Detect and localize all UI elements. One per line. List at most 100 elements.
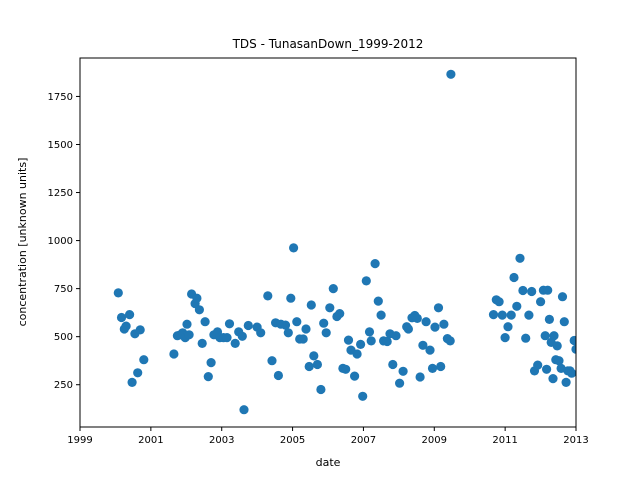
data-point bbox=[521, 333, 531, 343]
y-tick-label: 1250 bbox=[48, 188, 73, 199]
data-point bbox=[237, 331, 247, 341]
data-point bbox=[388, 359, 398, 370]
data-point bbox=[182, 319, 192, 329]
data-point bbox=[488, 310, 499, 320]
data-point bbox=[304, 361, 314, 372]
data-point bbox=[364, 327, 375, 337]
data-point bbox=[267, 356, 277, 366]
data-point bbox=[139, 355, 149, 365]
data-point bbox=[403, 324, 413, 334]
data-point bbox=[542, 364, 552, 374]
data-points bbox=[113, 69, 576, 415]
data-point bbox=[540, 331, 550, 341]
data-point bbox=[370, 259, 380, 269]
data-point bbox=[286, 293, 296, 303]
data-point bbox=[561, 377, 571, 387]
data-point bbox=[133, 368, 143, 378]
x-tick-label: 1999 bbox=[67, 435, 92, 446]
data-point bbox=[116, 312, 127, 323]
data-point bbox=[430, 322, 440, 332]
data-point bbox=[321, 328, 331, 338]
y-tick-label: 1500 bbox=[48, 140, 73, 151]
x-tick-label: 2005 bbox=[280, 435, 305, 446]
x-axis: 1999 2001 2003 2005 2007 2009 2011 2013 bbox=[67, 427, 589, 446]
data-point bbox=[427, 363, 438, 373]
data-point bbox=[361, 276, 371, 286]
data-point bbox=[121, 321, 131, 331]
data-point bbox=[224, 319, 235, 329]
data-point bbox=[283, 328, 293, 338]
data-point bbox=[524, 310, 534, 320]
data-point bbox=[343, 335, 354, 345]
data-point bbox=[512, 301, 522, 311]
y-tick-label: 500 bbox=[54, 332, 73, 343]
data-point bbox=[239, 405, 249, 415]
data-point bbox=[536, 297, 546, 307]
x-tick-label: 2011 bbox=[492, 435, 517, 446]
data-point bbox=[113, 288, 123, 298]
data-point bbox=[398, 366, 408, 376]
data-point bbox=[312, 359, 322, 370]
plot-frame bbox=[79, 57, 577, 428]
data-point bbox=[506, 310, 516, 320]
x-tick-label: 2003 bbox=[209, 435, 234, 446]
x-tick-label: 2013 bbox=[563, 435, 588, 446]
data-point bbox=[316, 384, 326, 395]
data-point bbox=[289, 243, 299, 253]
data-point bbox=[335, 309, 345, 319]
data-point bbox=[341, 364, 351, 374]
data-point bbox=[395, 378, 405, 388]
y-tick-label: 750 bbox=[54, 284, 73, 295]
y-tick-label: 1750 bbox=[48, 92, 73, 103]
data-point bbox=[412, 313, 422, 323]
data-point bbox=[549, 331, 559, 341]
data-point bbox=[206, 358, 216, 368]
data-point bbox=[192, 293, 202, 303]
data-point bbox=[135, 325, 145, 335]
data-point bbox=[222, 333, 232, 343]
data-point bbox=[559, 317, 569, 327]
data-point bbox=[503, 322, 513, 332]
data-point bbox=[301, 324, 311, 334]
data-point bbox=[350, 371, 360, 381]
data-point bbox=[433, 303, 444, 313]
data-point bbox=[203, 372, 213, 382]
data-point bbox=[543, 285, 553, 295]
data-point bbox=[356, 339, 366, 349]
data-point bbox=[319, 318, 329, 328]
data-point bbox=[325, 303, 335, 313]
data-point bbox=[197, 338, 207, 348]
data-point bbox=[328, 284, 338, 294]
data-point bbox=[306, 300, 316, 310]
data-point bbox=[352, 349, 362, 359]
data-point bbox=[518, 285, 528, 296]
data-point bbox=[571, 344, 576, 354]
data-point bbox=[184, 330, 194, 340]
data-point bbox=[373, 296, 383, 306]
y-axis: 250 500 750 1000 1250 1500 1750 bbox=[48, 92, 80, 391]
data-point bbox=[263, 291, 273, 301]
data-point bbox=[436, 361, 446, 372]
data-point bbox=[256, 328, 266, 338]
data-point bbox=[533, 360, 543, 370]
data-point bbox=[421, 317, 431, 327]
data-point bbox=[194, 305, 204, 315]
data-point bbox=[292, 317, 302, 327]
data-point bbox=[500, 333, 510, 343]
data-point bbox=[569, 335, 576, 346]
data-point bbox=[425, 345, 435, 355]
data-point bbox=[125, 310, 135, 320]
data-point bbox=[497, 310, 507, 320]
data-point bbox=[548, 374, 558, 384]
data-point bbox=[200, 317, 210, 327]
data-point bbox=[309, 351, 319, 361]
y-tick-label: 250 bbox=[54, 380, 73, 391]
x-tick-label: 2009 bbox=[422, 435, 447, 446]
data-point bbox=[494, 297, 504, 307]
x-tick-label: 2001 bbox=[138, 435, 163, 446]
data-point bbox=[127, 377, 137, 387]
y-tick-label: 1000 bbox=[48, 236, 73, 247]
data-point bbox=[230, 338, 240, 348]
x-tick-label: 2007 bbox=[351, 435, 376, 446]
